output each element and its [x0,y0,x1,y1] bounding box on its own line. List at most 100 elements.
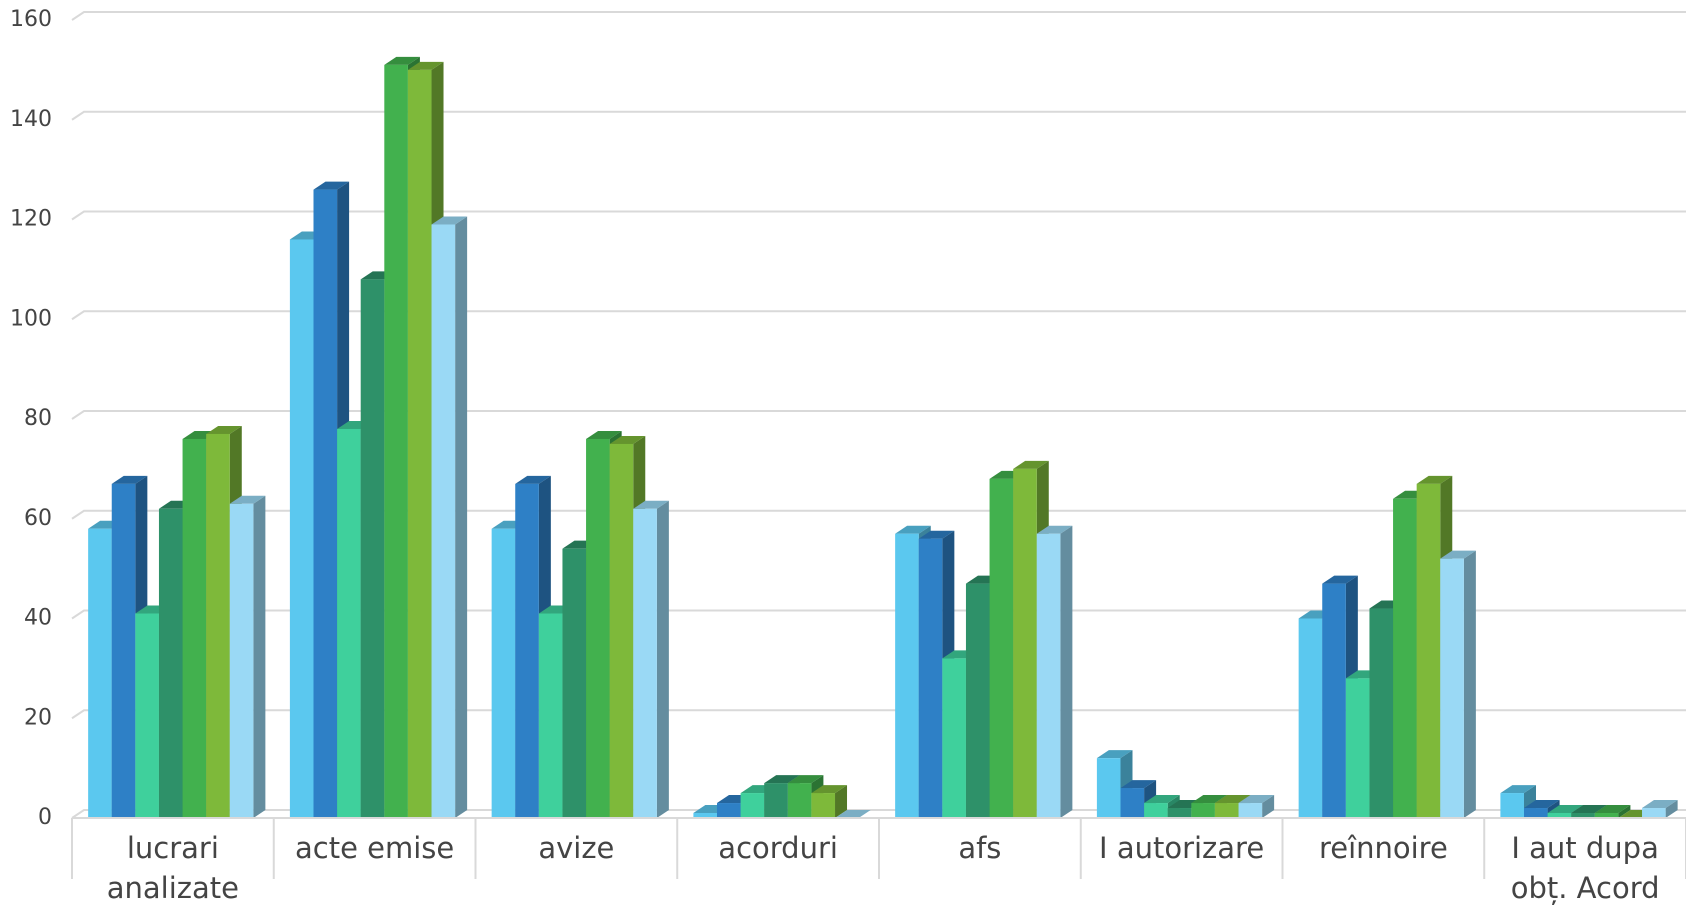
bar-front [740,793,765,818]
bar-top [1214,795,1251,804]
bar-top [313,181,350,190]
bar [431,216,468,819]
bar [1594,805,1631,818]
bar-front [491,528,516,818]
bar [811,785,848,818]
grid-line [71,310,1686,321]
y-tick-label: 120 [10,207,52,232]
bar-top [1523,800,1560,809]
y-tick-label: 0 [38,805,52,830]
bar-top [835,810,871,818]
x-tick-label: afs [958,831,1002,865]
bar-front [1120,788,1145,818]
bar-top [918,530,955,539]
bar-front [1298,618,1323,818]
bar [835,810,871,818]
bar-top [384,56,420,65]
bar-front [182,438,207,818]
bar-front [716,803,741,818]
bar-top [1440,550,1476,559]
x-tick-label: acorduri [718,831,838,865]
bar-top [111,475,148,484]
bar-front [1096,758,1121,818]
bar-top [1036,525,1073,534]
bar-front [1416,483,1441,818]
grid-line [71,709,1686,720]
bar-front [1036,533,1061,818]
bar-top [1191,795,1227,804]
bar-front [562,548,587,818]
bar-front [895,533,919,818]
bar-front [1440,558,1464,818]
bar-front [407,69,432,818]
bar-front [764,783,788,818]
bar-front [633,508,657,818]
bar-front [384,64,408,818]
bar-front [1322,583,1346,818]
bar-top [586,430,622,439]
bar-side [1618,805,1631,818]
y-tick-label: 40 [24,606,52,631]
y-tick-label: 140 [10,107,52,132]
x-tick-label: reînnoire [1318,831,1448,865]
bar-front [88,528,112,818]
bar-front [1013,468,1037,818]
bar-front [313,189,338,818]
bar-front [206,433,230,818]
bar-side [455,216,468,819]
bar-front [693,813,717,818]
page: {"chart_data": {"type": "bar3d", "catego… [10,7,1686,905]
x-tick-label: I aut dupa obț. Acord [1510,831,1660,905]
bar-top [1120,780,1157,789]
bar-front [1523,808,1548,818]
bar-front [1167,808,1192,818]
bar-front [1642,808,1666,818]
bar-front [989,478,1014,818]
y-tick-label: 60 [24,506,52,531]
bar-front [965,583,990,818]
grid-line [71,609,1686,620]
x-tick-label: acte emise [295,831,455,865]
bar-top [895,525,931,534]
bar-front [787,783,812,818]
bar-top [609,435,646,444]
bar-front [360,279,385,819]
bar-top [1238,795,1275,804]
bar-front [942,658,966,818]
y-tick-label: 20 [24,705,52,730]
grid-line [71,210,1686,221]
bar-front [1500,793,1524,818]
bar-front [811,793,836,818]
bar-front [229,503,254,818]
x-tick-label: lucrari analizate [106,831,239,905]
bar-top [1642,800,1678,809]
bar-front [1238,803,1263,818]
bar-top [1500,785,1536,794]
bar-front [1144,803,1168,818]
bar-front [337,428,361,818]
bar-front [918,538,943,818]
bar-front [431,224,456,819]
bar-front [1571,813,1595,818]
bar-top [1416,475,1453,484]
bar-front [1547,813,1572,818]
bar [229,495,266,818]
bar-side [835,785,848,818]
bar-front [158,508,183,818]
bar [1440,550,1476,818]
bar-side [253,495,266,818]
bar-top [515,475,551,484]
bar-front [515,483,539,818]
chart: 0 20 40 60 80 100 120 140 160 [10,7,1686,879]
bar-front [1345,678,1370,818]
grid-line [71,110,1686,121]
bar-top [811,785,848,794]
bar-top [764,775,800,784]
bar [1238,795,1275,818]
bar-front [586,438,610,818]
bar-front [609,443,634,818]
bar-top [1571,805,1607,814]
bar [1642,800,1678,818]
bar-front [135,613,159,818]
bar-front [1369,608,1394,818]
